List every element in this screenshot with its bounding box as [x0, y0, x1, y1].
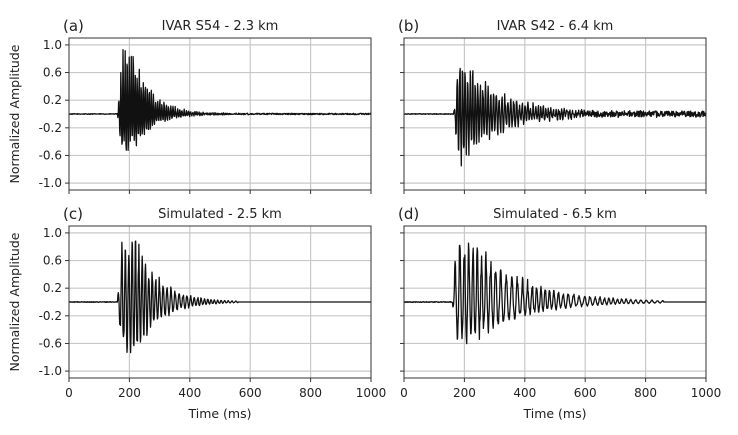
waveform-line — [68, 49, 372, 151]
y-axis-label-bottom: Normalized Amplitude — [7, 232, 22, 371]
y-tick-label: 0.2 — [43, 93, 62, 107]
waveform-line — [403, 67, 707, 167]
panel-0: 1.0 0.6 0.2 -0.2 -0.6 -1.0 (a) IVAR S54 - 2.3 k… — [39, 17, 372, 194]
panel-letter: (b) — [398, 17, 419, 35]
y-tick-label: 0.2 — [43, 281, 62, 295]
y-tick-label: -1.0 — [39, 176, 62, 190]
panel-title: IVAR S42 - 6.4 km — [497, 19, 614, 34]
panel-3: 0 200 400 600 800 1000 (d) Simulated - 6.5 km — [398, 205, 721, 400]
plot-frame — [403, 37, 707, 191]
x-tick-label: 0 — [400, 386, 408, 400]
panel-letter: (a) — [63, 17, 84, 35]
y-tick-label: -1.0 — [39, 364, 62, 378]
x-tick-label: 200 — [453, 386, 476, 400]
x-axis-label-left: Time (ms) — [187, 406, 251, 421]
x-tick-label: 0 — [65, 386, 73, 400]
plot-frame — [68, 37, 372, 191]
x-tick-label: 600 — [574, 386, 597, 400]
y-tick-label: 0.6 — [43, 66, 62, 80]
panel-letter: (d) — [398, 205, 419, 223]
panel-2: 1.0 0.6 0.2 -0.2 -0.6 -1.00 200 400 600 800 1000 (c… — [39, 205, 387, 400]
x-tick-label: 1000 — [356, 386, 387, 400]
y-tick-label: -0.6 — [39, 336, 62, 350]
y-tick-label: -0.6 — [39, 148, 62, 162]
x-axis-label-right: Time (ms) — [522, 406, 586, 421]
y-tick-label: 1.0 — [43, 38, 62, 52]
y-tick-label: -0.2 — [39, 121, 62, 135]
panel-letter: (c) — [63, 205, 83, 223]
x-tick-label: 1000 — [691, 386, 722, 400]
x-tick-label: 200 — [118, 386, 141, 400]
y-axis-label-top: Normalized Amplitude — [7, 44, 22, 183]
panel-title: Simulated - 2.5 km — [158, 207, 282, 222]
y-tick-label: -0.2 — [39, 309, 62, 323]
x-tick-label: 800 — [634, 386, 657, 400]
panels: 1.0 0.6 0.2 -0.2 -0.6 -1.0 (a) IVAR S54 - 2.3 k… — [39, 17, 722, 400]
plot-frame — [403, 225, 707, 379]
x-tick-label: 600 — [239, 386, 262, 400]
waveform-line — [403, 242, 707, 345]
panel-title: IVAR S54 - 2.3 km — [162, 19, 279, 34]
x-tick-label: 400 — [513, 386, 536, 400]
y-tick-label: 0.6 — [43, 254, 62, 268]
x-tick-label: 800 — [299, 386, 322, 400]
waveform-line — [68, 240, 372, 354]
y-tick-label: 1.0 — [43, 226, 62, 240]
panel-title: Simulated - 6.5 km — [493, 207, 617, 222]
x-tick-label: 400 — [178, 386, 201, 400]
plot-frame — [68, 225, 372, 379]
panel-1: (b) IVAR S42 - 6.4 km — [398, 17, 707, 194]
